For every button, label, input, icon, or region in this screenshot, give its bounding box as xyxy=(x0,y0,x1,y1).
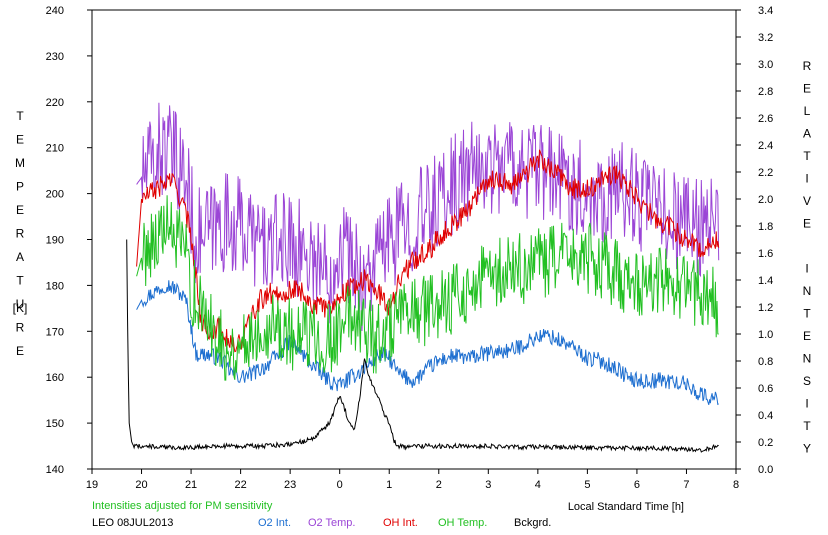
right-tick-label: 0.8 xyxy=(758,356,773,368)
right-axis-title-letter: R xyxy=(803,59,812,73)
right-axis-title-letter: L xyxy=(804,104,811,118)
legend-entry: Bckgrd. xyxy=(514,517,551,529)
right-tick-label: 0.2 xyxy=(758,437,773,449)
left-axis-title-letter: E xyxy=(16,133,24,147)
left-tick-label: 190 xyxy=(46,235,64,247)
right-axis-title-letter: I xyxy=(805,262,808,276)
x-tick-label: 1 xyxy=(386,479,392,491)
x-axis-title: Local Standard Time [h] xyxy=(568,501,684,513)
right-tick-label: 0.6 xyxy=(758,383,773,395)
right-tick-label: 2.0 xyxy=(758,194,773,206)
right-tick-label: 1.0 xyxy=(758,329,773,341)
right-axis-title-letter: V xyxy=(803,194,811,208)
x-axis-ticks: 19 20 21 22 23 0 1 2 3 4 5 6 7 8 xyxy=(86,469,739,491)
right-axis-title-letter: T xyxy=(803,149,811,163)
x-tick-label: 4 xyxy=(535,479,541,491)
right-tick-label: 2.2 xyxy=(758,167,773,179)
left-tick-label: 220 xyxy=(46,97,64,109)
right-axis-title-letter: I xyxy=(805,397,808,411)
right-axis-ticks: 0.0 0.2 0.4 0.6 0.8 1.0 1.2 1.4 1.6 1.8 2.0 2.2 2.4 2… xyxy=(736,5,773,476)
left-axis-title-letter: R xyxy=(16,321,25,335)
x-tick-label: 3 xyxy=(485,479,491,491)
right-tick-label: 0.4 xyxy=(758,410,773,422)
left-tick-label: 240 xyxy=(46,5,64,17)
series-line xyxy=(136,149,720,353)
right-axis-title-letter: E xyxy=(803,217,811,231)
right-tick-label: 2.8 xyxy=(758,86,773,98)
series-layer xyxy=(126,102,720,453)
right-tick-label: 0.0 xyxy=(758,464,773,476)
x-tick-label: 19 xyxy=(86,479,98,491)
left-axis-title-letter: E xyxy=(16,203,24,217)
x-tick-label: 23 xyxy=(284,479,296,491)
left-tick-label: 230 xyxy=(46,51,64,63)
right-tick-label: 2.4 xyxy=(758,140,773,152)
left-axis-title-letter: M xyxy=(15,156,25,170)
right-axis-title-letter: T xyxy=(803,307,811,321)
x-tick-label: 7 xyxy=(683,479,689,491)
legend-entry: O2 Int. xyxy=(258,517,291,529)
left-tick-label: 160 xyxy=(46,372,64,384)
x-tick-label: 6 xyxy=(634,479,640,491)
legend-entry: O2 Temp. xyxy=(308,517,356,529)
left-axis-ticks: 140 150 160 170 180 190 200 210 220 230 240 xyxy=(46,5,92,476)
series-line xyxy=(136,195,719,381)
x-tick-label: 2 xyxy=(436,479,442,491)
left-axis-unit: [K] xyxy=(13,301,28,315)
series-line xyxy=(126,239,719,453)
x-tick-label: 22 xyxy=(234,479,246,491)
right-axis-title-letter: S xyxy=(803,374,811,388)
right-tick-label: 1.4 xyxy=(758,275,773,287)
right-axis-title-letter: N xyxy=(803,284,812,298)
x-tick-label: 20 xyxy=(135,479,147,491)
right-tick-label: 1.8 xyxy=(758,221,773,233)
right-axis-title-letter: A xyxy=(803,127,811,141)
right-tick-label: 3.2 xyxy=(758,32,773,44)
left-tick-label: 140 xyxy=(46,464,64,476)
left-tick-label: 200 xyxy=(46,189,64,201)
series-line xyxy=(136,102,720,332)
left-axis-title-letter: T xyxy=(16,274,24,288)
sensitivity-note: Intensities adjusted for PM sensitivity xyxy=(92,500,273,512)
right-tick-label: 1.6 xyxy=(758,248,773,260)
left-axis-title-letter: R xyxy=(16,227,25,241)
left-axis-title-letter: P xyxy=(16,180,24,194)
left-axis-title-letter: T xyxy=(16,109,24,123)
right-tick-label: 3.4 xyxy=(758,5,773,17)
legend-entry: OH Int. xyxy=(383,517,418,529)
station-date-label: LEO 08JUL2013 xyxy=(92,517,173,529)
right-axis-title-letter: E xyxy=(803,329,811,343)
right-tick-label: 1.2 xyxy=(758,302,773,314)
left-tick-label: 170 xyxy=(46,326,64,338)
right-axis-title-letter: N xyxy=(803,352,812,366)
right-tick-label: 2.6 xyxy=(758,113,773,125)
left-axis-title-letter: U xyxy=(16,297,25,311)
x-tick-label: 8 xyxy=(733,479,739,491)
right-axis-title-letter: T xyxy=(803,419,811,433)
left-axis-title-letter: A xyxy=(16,250,24,264)
x-tick-label: 21 xyxy=(185,479,197,491)
x-tick-label: 5 xyxy=(584,479,590,491)
right-axis-title-letter: I xyxy=(805,172,808,186)
legend-entry: OH Temp. xyxy=(438,517,487,529)
left-tick-label: 150 xyxy=(46,418,64,430)
left-tick-label: 180 xyxy=(46,280,64,292)
right-axis-title-letter: E xyxy=(803,82,811,96)
left-axis-title-letter: E xyxy=(16,344,24,358)
legend: O2 Int. O2 Temp. OH Int. OH Temp. Bckgrd. xyxy=(258,517,551,529)
x-tick-label: 0 xyxy=(337,479,343,491)
right-tick-label: 3.0 xyxy=(758,59,773,71)
left-tick-label: 210 xyxy=(46,143,64,155)
right-axis-title-letter: Y xyxy=(803,442,811,456)
